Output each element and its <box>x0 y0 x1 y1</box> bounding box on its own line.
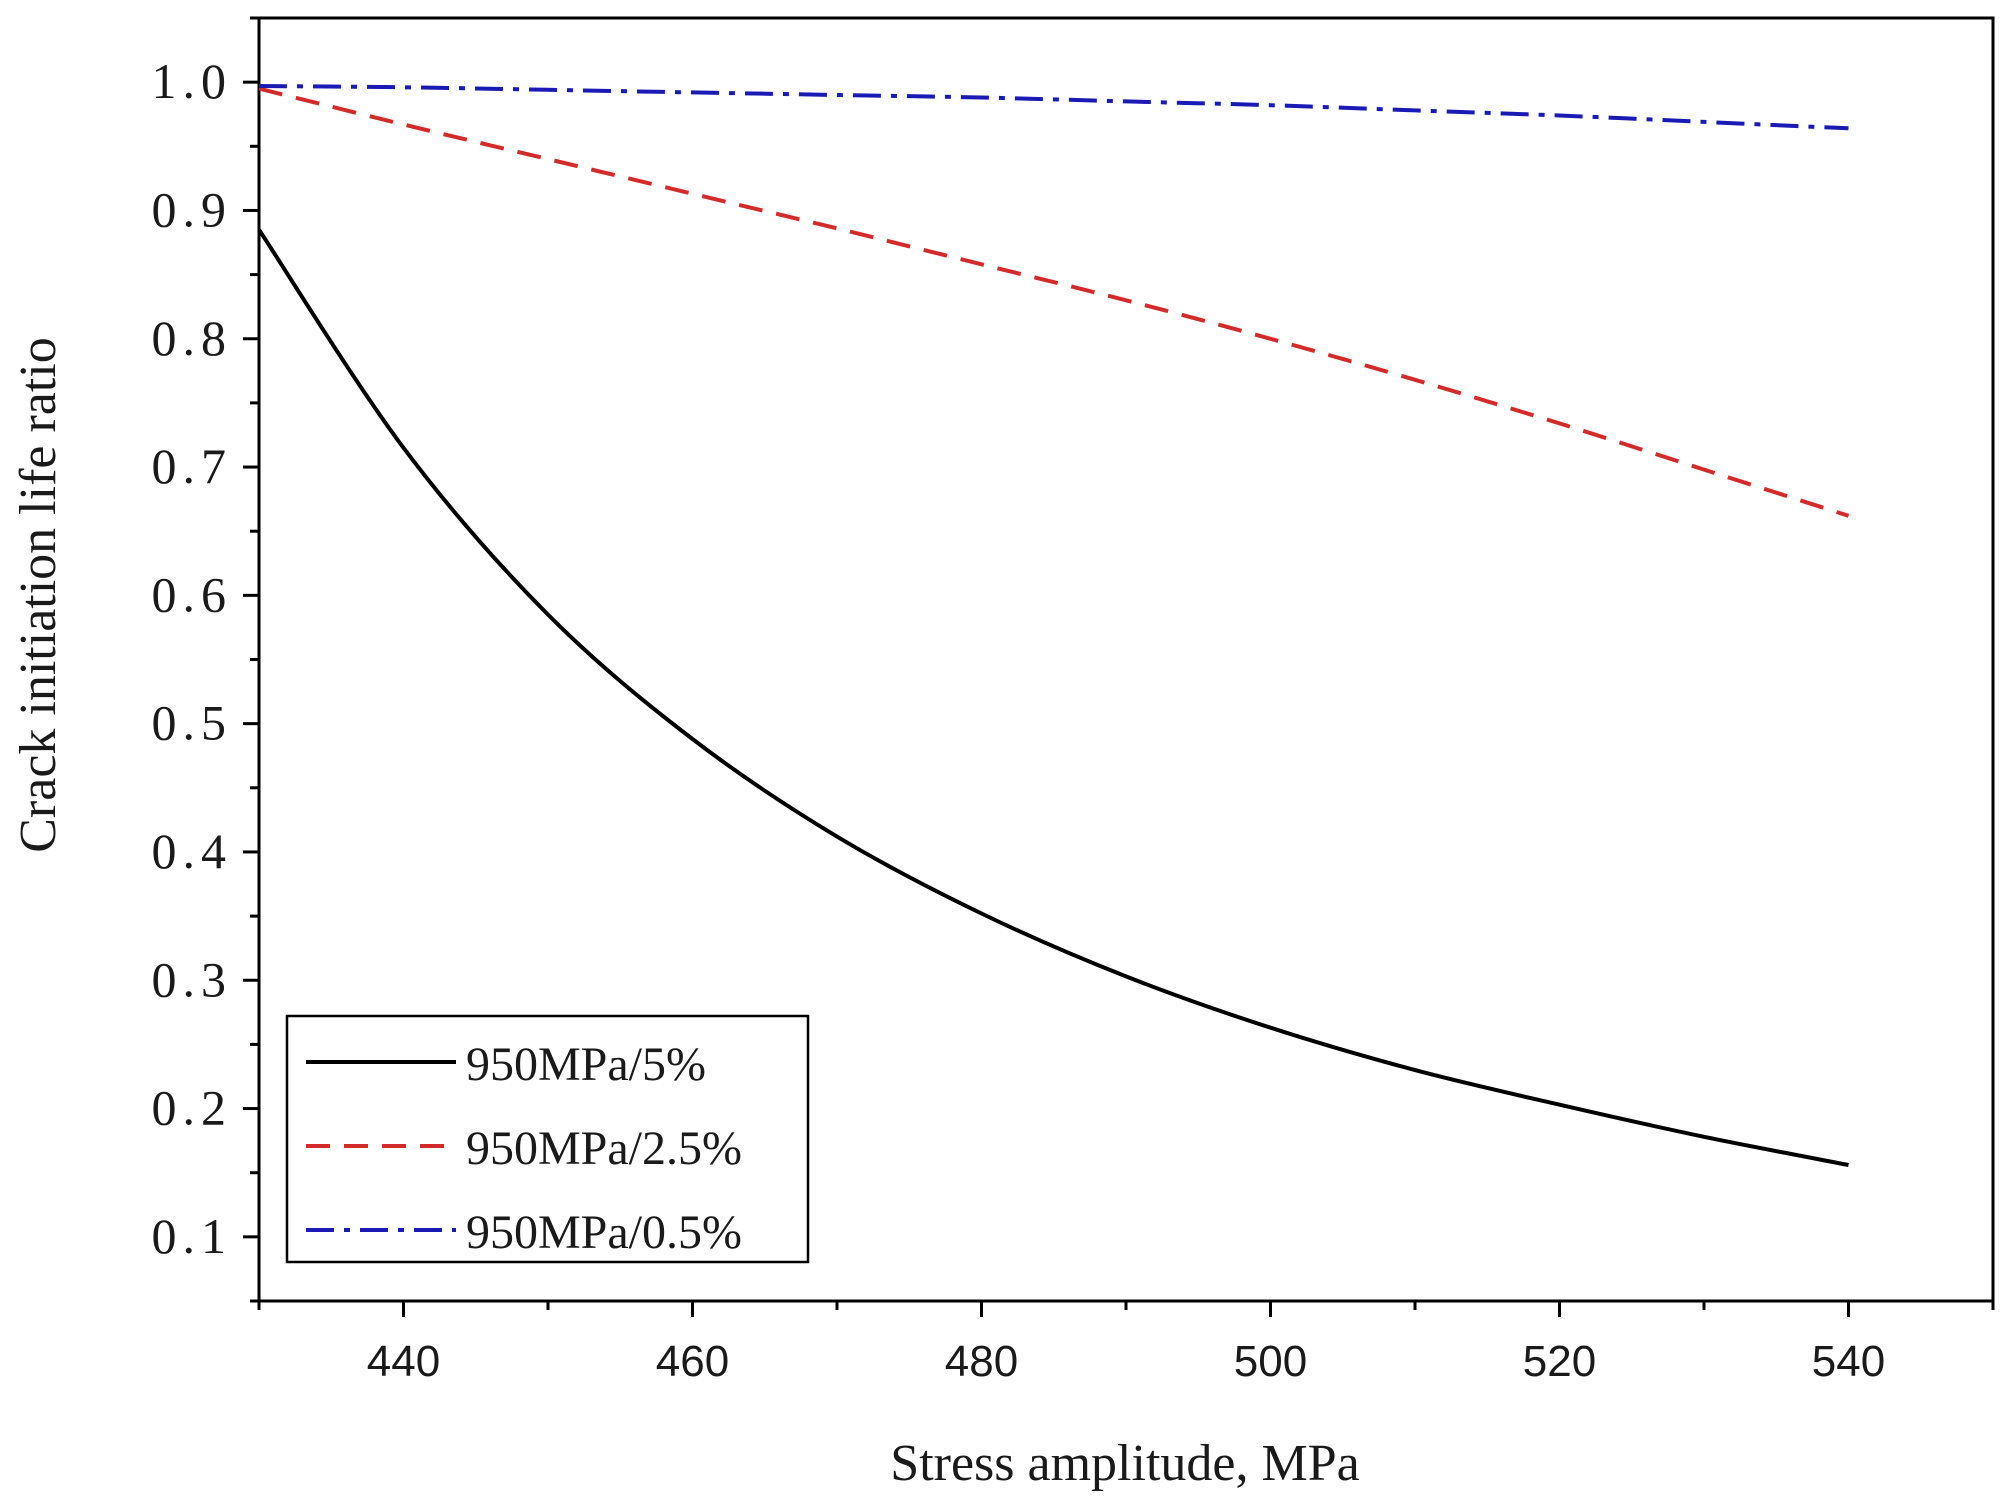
legend-box <box>285 1014 810 1264</box>
x-tick-label: 540 <box>1812 1337 1885 1386</box>
x-tick-label: 460 <box>656 1337 729 1386</box>
series-line-2 <box>258 84 1849 131</box>
x-axis-ticks: 440 460 480 500 520 540 <box>257 1301 1995 1386</box>
legend-label-0: 950MPa/5% <box>466 1038 706 1091</box>
y-tick-label: 0.1 <box>152 1208 233 1264</box>
y-tick-label: 0.4 <box>152 823 233 879</box>
x-tick-label: 440 <box>367 1337 440 1386</box>
y-tick-label: 0.5 <box>152 695 233 751</box>
y-tick-label: 0.7 <box>152 438 233 494</box>
y-tick-label: 0.6 <box>152 566 233 622</box>
y-tick-label: 1.0 <box>152 53 233 109</box>
y-tick-label: 0.8 <box>152 310 233 366</box>
x-axis-title: Stress amplitude, MPa <box>890 1435 1359 1492</box>
y-tick-label: 0.3 <box>152 951 233 1007</box>
x-tick-label: 520 <box>1523 1337 1596 1386</box>
series-line-0 <box>257 228 1849 1167</box>
y-axis-title: Crack initiation life ratio <box>10 337 67 853</box>
series-layer <box>257 84 1850 1167</box>
legend-label-2: 950MPa/0.5% <box>466 1206 742 1259</box>
legend: 950MPa/5% 950MPa/2.5% 950MPa/0.5% <box>285 1014 810 1264</box>
series-line-1 <box>258 86 1850 518</box>
y-axis-ticks: 0.1 0.2 0.3 0.4 0.5 0.6 0.7 0.8 0.9 1.0 <box>152 16 259 1303</box>
y-tick-label: 0.9 <box>152 181 233 237</box>
x-tick-label: 500 <box>1234 1337 1307 1386</box>
x-tick-label: 480 <box>945 1337 1018 1386</box>
legend-label-1: 950MPa/2.5% <box>466 1122 742 1175</box>
y-tick-label: 0.2 <box>152 1080 233 1136</box>
